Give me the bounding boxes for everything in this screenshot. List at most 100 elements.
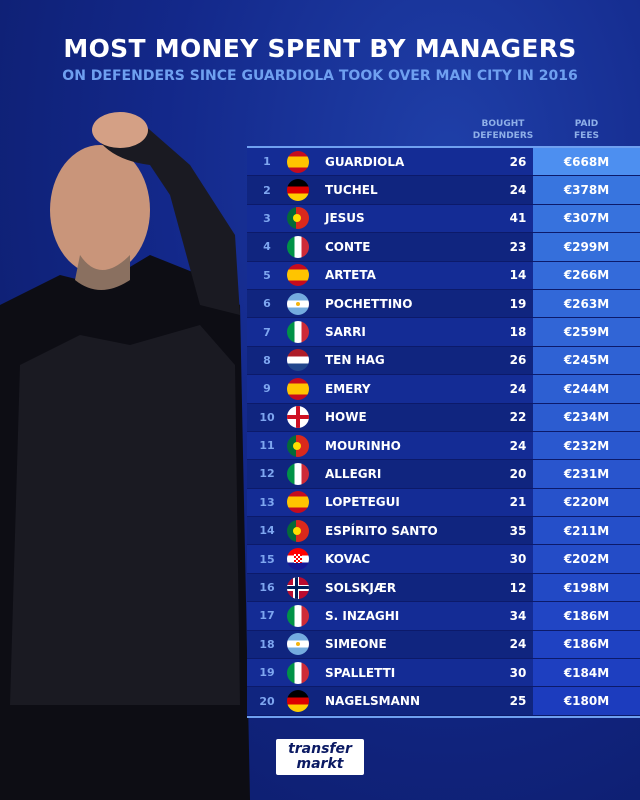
- manager-name: ALLEGRI: [325, 466, 382, 481]
- flag-germany-icon: [287, 690, 309, 713]
- rank: 16: [259, 581, 275, 595]
- header-fees-line1: PAID: [574, 119, 599, 129]
- table-row: 18 SIMEONE 24 €186M: [247, 630, 640, 660]
- bought-defenders: 12: [509, 580, 527, 595]
- page-title: MOST MONEY SPENT BY MANAGERS: [63, 34, 577, 63]
- bought-defenders: 30: [509, 552, 527, 567]
- table-row: 9 EMERY 24 €244M: [247, 375, 640, 404]
- rank: 13: [259, 495, 275, 509]
- table-row: 1 GUARDIOLA 26 €668M: [247, 148, 640, 177]
- bought-defenders: 25: [509, 694, 527, 709]
- rank: 5: [263, 268, 271, 282]
- manager-name: GUARDIOLA: [325, 154, 405, 169]
- manager-name: TUCHEL: [325, 183, 378, 198]
- bought-defenders: 22: [509, 410, 527, 425]
- flag-germany-icon: [287, 179, 309, 202]
- bought-defenders: 35: [509, 523, 527, 538]
- flag-portugal-icon: [287, 207, 309, 230]
- manager-name: KOVAC: [325, 552, 371, 567]
- rank: 15: [259, 552, 275, 566]
- paid-fees: €668M: [533, 148, 640, 176]
- manager-name: POCHETTINO: [325, 296, 413, 311]
- flag-portugal-icon: [287, 519, 309, 542]
- manager-name: SOLSKJÆR: [325, 580, 397, 595]
- paid-fees: €220M: [533, 488, 640, 517]
- bought-defenders: 24: [509, 438, 527, 453]
- rank: 7: [263, 325, 271, 339]
- bought-defenders: 26: [509, 353, 527, 368]
- paid-fees: €263M: [533, 289, 640, 318]
- flag-netherlands-icon: [287, 349, 309, 372]
- bought-defenders: 24: [509, 637, 527, 652]
- table-row: 15 KOVAC 30 €202M: [247, 545, 640, 574]
- bought-defenders: 20: [509, 466, 527, 481]
- header-bought: BOUGHT DEFENDERS: [470, 118, 536, 142]
- paid-fees: €234M: [533, 403, 640, 431]
- paid-fees: €266M: [533, 261, 640, 289]
- manager-name: CONTE: [325, 239, 371, 254]
- manager-photo: [0, 112, 250, 800]
- paid-fees: €259M: [533, 318, 640, 346]
- flag-argentina-icon: [287, 292, 309, 315]
- rank: 18: [259, 637, 275, 651]
- bought-defenders: 26: [509, 154, 527, 169]
- table-row: 4 CONTE 23 €299M: [247, 233, 640, 262]
- rank: 6: [263, 297, 271, 311]
- table-row: 10 HOWE 22 €234M: [247, 403, 640, 432]
- transfermarkt-logo: transfer markt: [276, 739, 364, 775]
- manager-name: NAGELSMANN: [325, 694, 420, 709]
- flag-italy-icon: [287, 462, 309, 485]
- rank: 11: [259, 439, 275, 453]
- rank: 10: [259, 410, 275, 424]
- table-row: 7 SARRI 18 €259M: [247, 318, 640, 347]
- flag-portugal-icon: [287, 434, 309, 457]
- manager-name: HOWE: [325, 410, 367, 425]
- flag-croatia-icon: [287, 548, 309, 571]
- manager-name: TEN HAG: [325, 353, 385, 368]
- bought-defenders: 41: [509, 211, 527, 226]
- flag-italy-icon: [287, 604, 309, 627]
- rank: 4: [263, 240, 271, 254]
- table-row: 13 LOPETEGUI 21 €220M: [247, 488, 640, 518]
- rank: 3: [263, 211, 271, 225]
- flag-spain-icon: [287, 264, 309, 287]
- rank: 20: [259, 694, 275, 708]
- ranking-table: 1 GUARDIOLA 26 €668M 2 TUCHEL 24 €378M 3 J…: [247, 146, 640, 718]
- bought-defenders: 24: [509, 381, 527, 396]
- paid-fees: €186M: [533, 602, 640, 630]
- table-row: 12 ALLEGRI 20 €231M: [247, 460, 640, 489]
- bought-defenders: 34: [509, 608, 527, 623]
- manager-name: MOURINHO: [325, 438, 401, 453]
- flag-norway-icon: [287, 576, 309, 599]
- paid-fees: €378M: [533, 176, 640, 204]
- bought-defenders: 21: [509, 495, 527, 510]
- paid-fees: €198M: [533, 573, 640, 602]
- header-bought-line1: BOUGHT: [481, 119, 525, 129]
- flag-england-icon: [287, 406, 309, 429]
- paid-fees: €232M: [533, 431, 640, 460]
- bought-defenders: 23: [509, 239, 527, 254]
- rank: 9: [263, 382, 271, 396]
- bought-defenders: 30: [509, 665, 527, 680]
- header-fees: PAID FEES: [533, 118, 640, 142]
- paid-fees: €184M: [533, 659, 640, 687]
- table-row: 8 TEN HAG 26 €245M: [247, 346, 640, 376]
- manager-name: SPALLETTI: [325, 665, 396, 680]
- table-row: 3 JESUS 41 €307M: [247, 204, 640, 234]
- flag-argentina-icon: [287, 633, 309, 656]
- bought-defenders: 24: [509, 183, 527, 198]
- rank: 14: [259, 524, 275, 538]
- manager-name: JESUS: [325, 211, 365, 226]
- manager-name: ARTETA: [325, 268, 376, 283]
- manager-name: SIMEONE: [325, 637, 387, 652]
- table-row: 11 MOURINHO 24 €232M: [247, 431, 640, 461]
- logo-line1: transfer: [288, 741, 352, 757]
- table-row: 2 TUCHEL 24 €378M: [247, 176, 640, 205]
- manager-name: LOPETEGUI: [325, 495, 400, 510]
- manager-name: EMERY: [325, 381, 371, 396]
- rank: 17: [259, 609, 275, 623]
- rank: 12: [259, 467, 275, 481]
- paid-fees: €307M: [533, 204, 640, 233]
- bought-defenders: 18: [509, 325, 527, 340]
- rank: 8: [263, 353, 271, 367]
